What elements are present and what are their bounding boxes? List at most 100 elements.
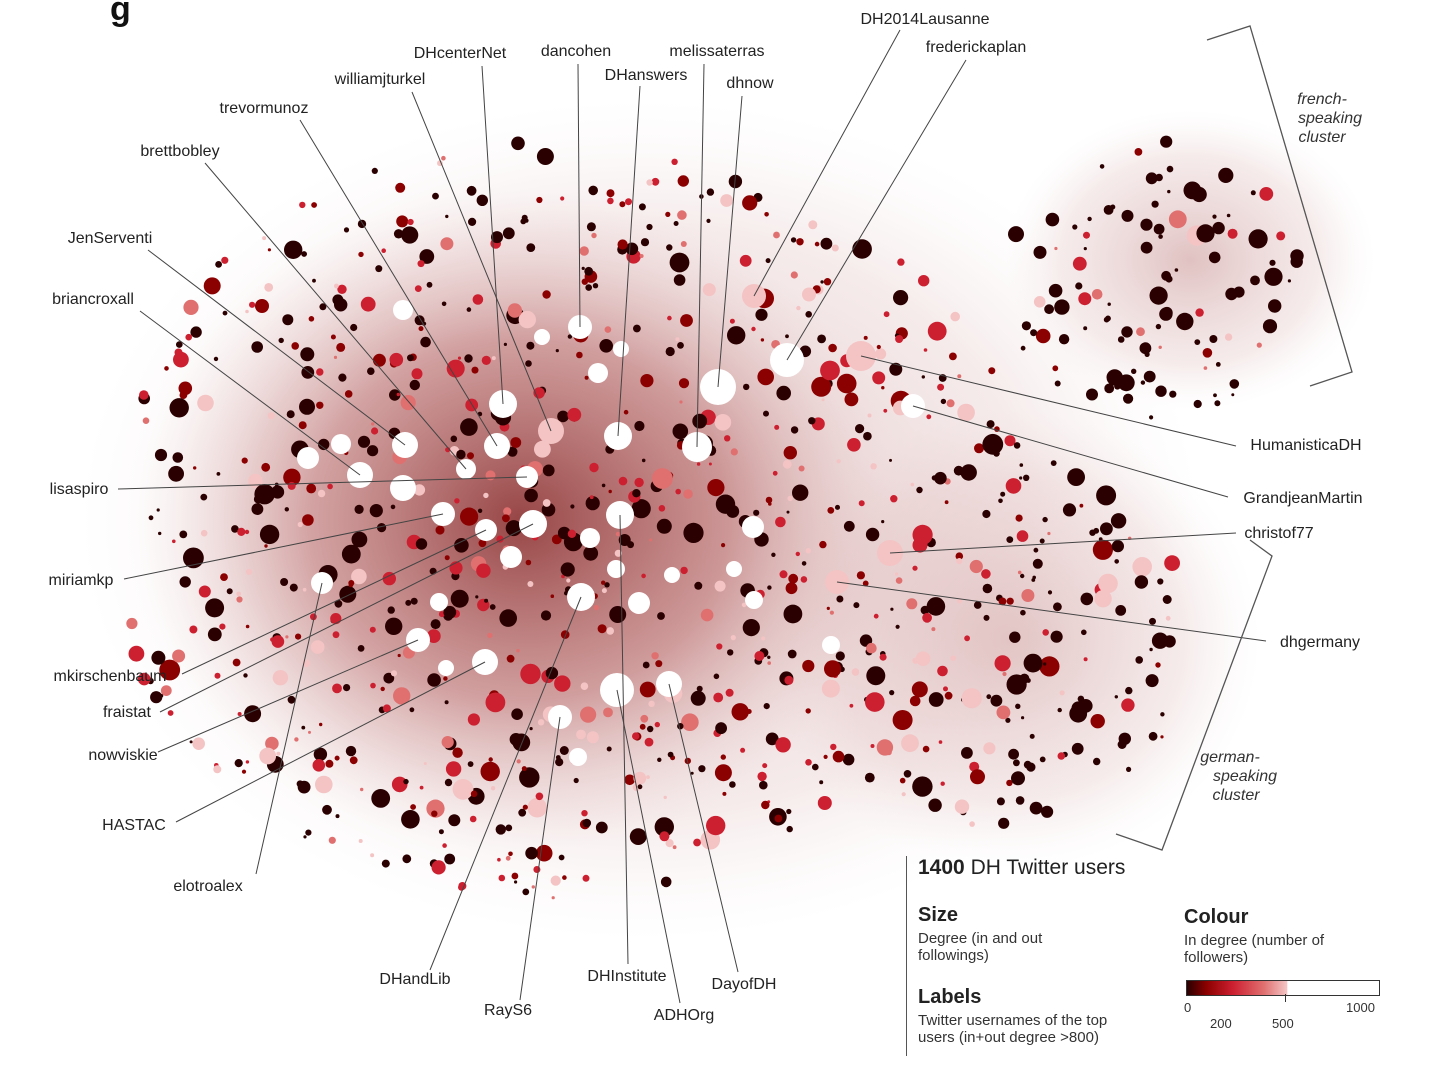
network-node xyxy=(1131,368,1137,374)
network-node xyxy=(231,525,239,533)
network-node xyxy=(1269,259,1276,266)
network-node xyxy=(276,751,281,756)
label-dhanswers: DHanswers xyxy=(605,67,688,84)
network-node xyxy=(559,746,569,755)
network-node xyxy=(480,761,500,782)
network-node xyxy=(440,237,454,251)
network-node xyxy=(409,707,415,713)
network-node xyxy=(378,357,386,365)
network-node xyxy=(526,341,535,350)
network-node xyxy=(651,177,660,186)
network-node xyxy=(308,730,311,734)
network-node xyxy=(644,737,654,747)
network-node xyxy=(189,740,193,744)
network-node xyxy=(349,756,358,765)
network-node xyxy=(351,531,368,548)
network-node xyxy=(566,578,571,583)
network-node xyxy=(679,400,683,404)
network-node xyxy=(284,240,303,259)
network-node xyxy=(396,215,409,228)
network-node xyxy=(843,520,855,532)
network-node xyxy=(820,237,833,250)
network-node xyxy=(858,500,865,507)
network-node xyxy=(1078,699,1093,713)
network-node xyxy=(1134,575,1149,589)
network-node xyxy=(1021,589,1035,602)
network-node xyxy=(302,514,314,526)
network-node xyxy=(706,218,711,223)
network-node xyxy=(915,651,931,666)
network-node xyxy=(853,602,860,609)
network-node xyxy=(1193,399,1202,409)
network-node xyxy=(623,409,629,415)
network-node xyxy=(1136,327,1145,337)
network-node xyxy=(282,314,294,326)
network-node xyxy=(1020,609,1026,616)
network-node xyxy=(237,527,246,537)
network-node xyxy=(954,799,970,814)
network-node xyxy=(808,417,816,425)
network-node xyxy=(502,227,515,240)
network-node xyxy=(786,510,790,514)
network-node xyxy=(332,683,342,694)
network-node xyxy=(491,356,496,361)
network-node xyxy=(831,244,839,252)
network-node xyxy=(298,421,307,430)
network-node xyxy=(511,136,525,151)
network-node xyxy=(772,470,778,476)
network-node xyxy=(1022,474,1030,481)
network-node xyxy=(667,315,672,321)
network-node xyxy=(1050,460,1057,466)
network-node xyxy=(336,342,346,352)
network-node xyxy=(1015,796,1025,805)
network-node xyxy=(607,197,614,205)
label-dhcenternet: DHcenterNet xyxy=(414,45,507,62)
network-node xyxy=(305,829,312,836)
network-node xyxy=(720,194,733,207)
leader-line-trevormunoz xyxy=(299,119,498,447)
network-node xyxy=(1006,779,1013,787)
network-node xyxy=(632,732,640,740)
network-node xyxy=(383,672,395,684)
network-node xyxy=(1195,308,1204,317)
network-node xyxy=(299,398,315,415)
network-node xyxy=(495,824,506,835)
network-node xyxy=(354,504,364,514)
network-node xyxy=(496,535,504,543)
network-node xyxy=(588,185,598,196)
network-node xyxy=(641,573,646,579)
label-fraistat: fraistat xyxy=(103,704,152,721)
network-node xyxy=(448,814,461,827)
network-node xyxy=(787,495,793,502)
network-node xyxy=(949,352,957,361)
network-node xyxy=(696,685,703,692)
network-node xyxy=(1164,555,1180,571)
network-node xyxy=(1140,241,1153,254)
network-node xyxy=(742,195,758,211)
network-node xyxy=(998,597,1007,606)
german-cluster-line-2: speaking xyxy=(1213,768,1277,785)
network-node xyxy=(197,394,214,412)
network-node xyxy=(173,351,189,368)
network-node xyxy=(1121,209,1134,222)
network-node xyxy=(754,651,765,661)
network-node xyxy=(1091,289,1103,300)
network-node xyxy=(286,410,295,419)
network-node xyxy=(1096,485,1117,506)
network-node xyxy=(826,606,830,611)
network-node xyxy=(1050,630,1063,643)
network-node xyxy=(591,232,597,239)
network-node xyxy=(931,627,936,632)
network-node xyxy=(417,260,425,268)
network-node xyxy=(762,763,768,769)
network-node xyxy=(327,483,333,490)
network-node-highlight xyxy=(726,561,742,577)
network-node xyxy=(757,771,767,782)
legend-size-title: Size xyxy=(918,904,959,926)
legend-rule xyxy=(906,856,907,1056)
network-node xyxy=(779,570,788,579)
network-node xyxy=(870,463,877,470)
network-node xyxy=(567,529,577,538)
network-node xyxy=(912,565,918,571)
network-node xyxy=(396,392,400,397)
